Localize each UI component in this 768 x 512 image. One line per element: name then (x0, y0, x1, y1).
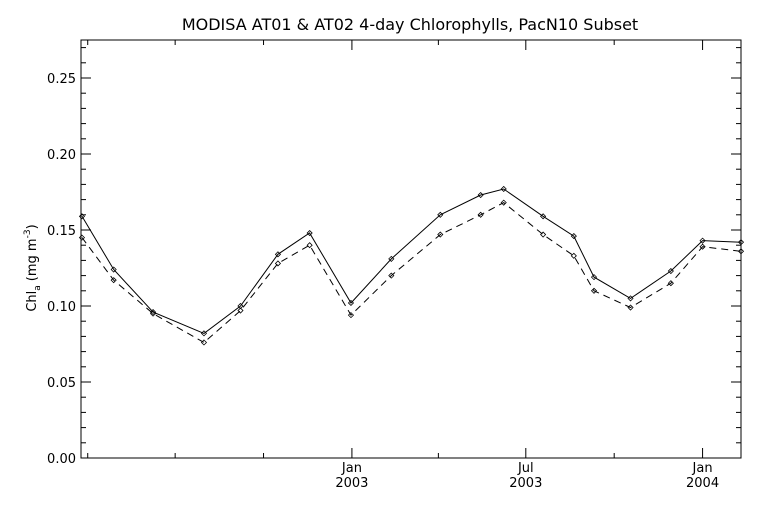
data-point-marker (78, 213, 86, 220)
plot-frame (80, 39, 742, 459)
data-point-marker (388, 272, 395, 279)
data-point-marker (699, 243, 706, 250)
data-point-marker (667, 267, 674, 275)
x-tick-label-month: Jan (692, 461, 713, 476)
series-layer (78, 185, 745, 346)
data-point-marker (274, 251, 282, 258)
x-tick-label-month: Jan (341, 461, 362, 476)
data-point-marker (200, 339, 208, 346)
data-point-marker (347, 312, 355, 319)
y-axis-label-main: Chl (25, 291, 40, 312)
y-axis-label-unit: (mg m (25, 238, 40, 281)
y-axis: 0.00 0.05 0.10 0.15 0.20 0.25 (47, 47, 741, 467)
data-point-marker (570, 233, 577, 240)
y-axis-label-sup: -3 (23, 229, 33, 238)
y-tick-label: 0.10 (47, 300, 76, 315)
data-point-marker (347, 299, 355, 307)
data-point-marker (699, 237, 706, 244)
data-point-marker (540, 231, 547, 238)
data-point-marker (737, 248, 745, 255)
data-point-marker (78, 234, 86, 241)
series-line-2 (81, 202, 742, 344)
data-point-marker (237, 307, 244, 314)
data-point-marker (200, 330, 208, 337)
data-point-marker (500, 199, 507, 206)
y-tick-label: 0.15 (47, 224, 76, 239)
y-axis-label-close: ) (25, 224, 40, 229)
data-point-marker (274, 260, 282, 267)
x-tick-label-year: 2004 (686, 476, 719, 491)
data-point-marker (590, 287, 598, 294)
data-point-marker (477, 211, 484, 218)
data-point-marker (306, 242, 313, 249)
data-point-marker (437, 211, 444, 218)
y-tick-label: 0.00 (47, 452, 76, 467)
data-point-marker (306, 229, 313, 237)
data-point-marker (737, 239, 745, 246)
data-point-marker (388, 255, 395, 262)
data-point-marker (437, 231, 444, 238)
data-point-marker (477, 191, 484, 199)
data-point-marker (627, 304, 634, 311)
data-point-marker (149, 310, 157, 317)
data-point-marker (149, 309, 157, 316)
y-axis-label: Chla (mg m-3) (23, 224, 43, 311)
data-point-marker (590, 274, 598, 281)
data-point-marker (110, 266, 117, 273)
x-tick-label-year: 2003 (335, 476, 368, 491)
y-tick-label: 0.05 (47, 376, 76, 391)
data-point-marker (500, 185, 507, 193)
y-axis-label-sub: a (33, 285, 43, 291)
series-line-1 (81, 188, 742, 334)
data-point-marker (570, 252, 577, 259)
data-point-marker (627, 295, 634, 302)
chart-title: MODISA AT01 & AT02 4-day Chlorophylls, P… (182, 15, 638, 34)
y-tick-label: 0.25 (47, 72, 76, 87)
data-point-marker (667, 280, 674, 287)
data-point-marker (540, 213, 547, 220)
data-point-marker (110, 277, 117, 284)
x-tick-label-month: Jul (517, 461, 534, 476)
x-tick-label-year: 2003 (509, 476, 542, 491)
y-tick-label: 0.20 (47, 148, 76, 163)
